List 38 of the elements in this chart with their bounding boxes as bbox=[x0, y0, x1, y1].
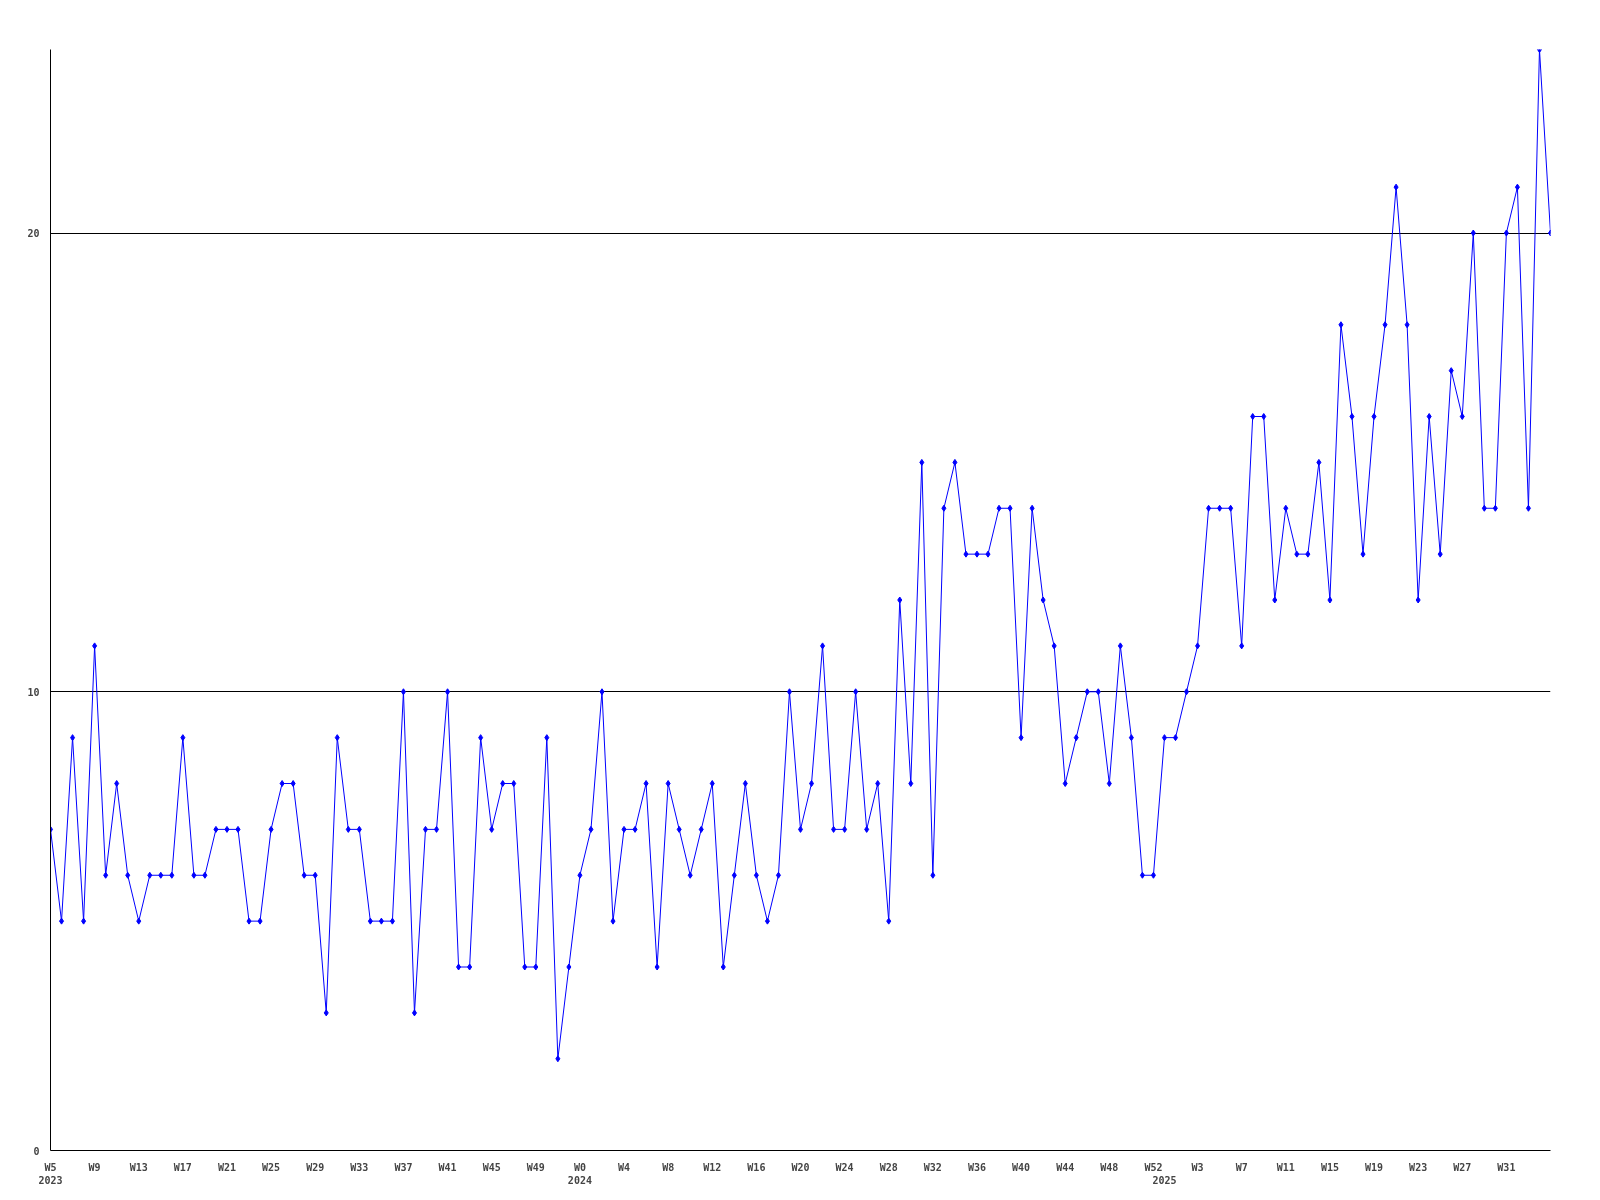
x-tick-label: W29 bbox=[306, 1161, 325, 1173]
x-tick-label: W11 bbox=[1276, 1161, 1295, 1173]
x-tick-label: W13 bbox=[129, 1161, 148, 1173]
x-tick-label: W12 bbox=[703, 1161, 722, 1173]
x-tick-label: W15 bbox=[1320, 1161, 1339, 1173]
x-tick-label: W41 bbox=[438, 1161, 457, 1173]
x-tick-label: W48 bbox=[1100, 1161, 1119, 1173]
y-tick-label: 10 bbox=[27, 686, 40, 698]
x-tick-label: W45 bbox=[482, 1161, 501, 1173]
x-tick-label: W32 bbox=[923, 1161, 942, 1173]
x-tick-label: W24 bbox=[835, 1161, 854, 1173]
x-tick-label: W20 bbox=[791, 1161, 810, 1173]
x-tick-label: W17 bbox=[173, 1161, 192, 1173]
x-tick-label: W27 bbox=[1453, 1161, 1472, 1173]
x-tick-label: W16 bbox=[747, 1161, 766, 1173]
x-tick-label: W8 bbox=[662, 1161, 675, 1173]
x-tick-label: W0 2024 bbox=[567, 1161, 592, 1186]
x-tick-label: W4 bbox=[618, 1161, 631, 1173]
y-tick-label: 20 bbox=[27, 228, 40, 239]
x-tick-label: W7 bbox=[1235, 1161, 1248, 1173]
x-tick-label: 2025 bbox=[1152, 1174, 1177, 1186]
x-tick-label: W33 bbox=[350, 1161, 369, 1173]
x-tick-label: W52 bbox=[1144, 1161, 1163, 1173]
y-tick-label: 0 bbox=[33, 1145, 40, 1157]
x-tick-label: W5 2023 bbox=[38, 1161, 63, 1186]
x-tick-label: W44 bbox=[1056, 1161, 1075, 1173]
x-tick-label: W49 bbox=[526, 1161, 545, 1173]
x-tick-label: W3 bbox=[1191, 1161, 1204, 1173]
x-tick-label: W21 bbox=[217, 1161, 236, 1173]
x-tick-label: W36 bbox=[967, 1161, 986, 1173]
x-tick-label: W37 bbox=[394, 1161, 413, 1173]
x-tick-label: W9 bbox=[88, 1161, 101, 1173]
x-tick-label: W28 bbox=[879, 1161, 898, 1173]
x-tick-label: W25 bbox=[262, 1161, 281, 1173]
x-tick-label: W40 bbox=[1012, 1161, 1031, 1173]
x-tick-label: W23 bbox=[1409, 1161, 1428, 1173]
x-tick-label: W19 bbox=[1365, 1161, 1384, 1173]
x-tick-label: W31 bbox=[1497, 1161, 1516, 1173]
